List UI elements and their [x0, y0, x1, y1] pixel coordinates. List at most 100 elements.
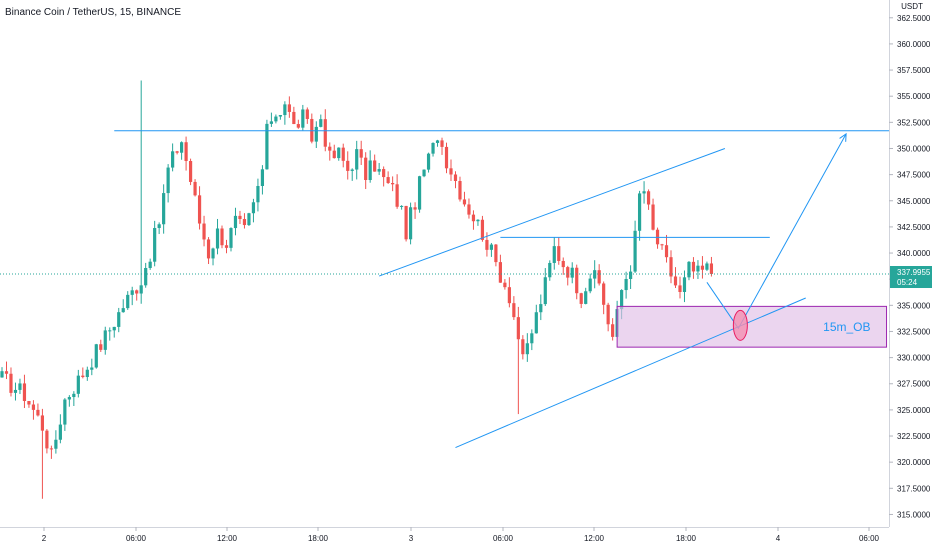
- candle-body: [31, 404, 36, 410]
- candle-body: [588, 278, 592, 292]
- candle-body: [629, 271, 633, 279]
- candle-body: [153, 227, 157, 262]
- target-marker: [732, 309, 748, 341]
- candle-body: [99, 344, 103, 350]
- candle-body: [117, 312, 121, 327]
- candle-body: [162, 193, 166, 225]
- candle-body: [108, 330, 112, 332]
- candle-body: [664, 245, 669, 258]
- candle-body: [548, 262, 552, 278]
- candle-body: [543, 277, 547, 305]
- candle-body: [355, 149, 359, 170]
- candle-body: [696, 265, 700, 272]
- candle-body: [112, 326, 116, 331]
- candle-body: [422, 169, 426, 177]
- candle-body: [301, 109, 305, 128]
- candle-body: [646, 191, 651, 205]
- candle-body: [18, 383, 22, 390]
- candle-body: [364, 157, 368, 180]
- candle-body: [570, 267, 574, 278]
- time-tick-label: 12:00: [217, 534, 238, 543]
- price-tick-label: 340.0000: [897, 249, 931, 258]
- candle-body: [215, 228, 220, 249]
- candle-body: [332, 150, 336, 159]
- candle-body: [503, 282, 507, 288]
- price-tick-label: 325.0000: [897, 406, 931, 415]
- candle-body: [660, 244, 664, 246]
- candle-body: [673, 276, 678, 286]
- candle-body: [229, 228, 233, 248]
- price-tick-label: 320.0000: [897, 458, 931, 467]
- candle-body: [539, 304, 543, 313]
- candle-body: [516, 317, 520, 340]
- candle-body: [395, 184, 399, 207]
- time-axis[interactable]: 2 06:00 12:00 18:00 3 06:00 12:00 18:00 4 06:00: [0, 527, 889, 543]
- candle-body: [525, 343, 529, 355]
- candle-body: [13, 389, 18, 393]
- projection-arrowhead: [839, 132, 847, 142]
- channel-trend-line: [378, 148, 726, 277]
- candle-body: [651, 204, 655, 230]
- candle-body: [417, 176, 422, 210]
- price-tick-label: 360.0000: [897, 40, 931, 49]
- candle-body: [602, 283, 606, 305]
- price-tick-label: 362.5000: [897, 14, 931, 23]
- candle-body: [408, 207, 413, 240]
- candle-body: [274, 116, 278, 122]
- candle-body: [296, 124, 300, 128]
- candle-body: [373, 160, 377, 172]
- candle-body: [534, 312, 538, 334]
- candle-body: [512, 303, 516, 318]
- candle-body: [328, 146, 332, 151]
- time-tick-label: 06:00: [126, 534, 147, 543]
- candle-body: [435, 140, 440, 143]
- projection-path: [706, 133, 847, 330]
- candle-body: [557, 246, 561, 261]
- candle-body: [283, 104, 287, 116]
- candle-body: [467, 204, 471, 215]
- candle-body: [90, 367, 94, 370]
- price-axis[interactable]: USDT 362.5000 360.0000 357.5000 355.0000 352.…: [889, 0, 932, 550]
- price-tick-label: 357.5000: [897, 66, 931, 75]
- order-block-label: 15m_OB: [823, 320, 870, 334]
- time-tick-label: 06:00: [493, 534, 514, 543]
- time-tick-label: 18:00: [308, 534, 329, 543]
- symbol-title: Binance Coin / TetherUS, 15, BINANCE: [5, 7, 182, 18]
- candle-body: [94, 344, 98, 368]
- candle-body: [319, 119, 323, 127]
- candle-body: [9, 373, 13, 393]
- candle-body: [382, 169, 386, 178]
- candle-body: [637, 193, 642, 231]
- candle-body: [471, 214, 476, 222]
- candle-body: [314, 126, 318, 142]
- countdown-label: 05:24: [897, 278, 918, 287]
- candle-body: [350, 169, 354, 171]
- candle-body: [480, 219, 485, 240]
- last-price-label: 337.9955: [897, 268, 931, 277]
- candle-body: [386, 177, 390, 184]
- candle-body: [171, 151, 175, 168]
- candle-body: [265, 123, 269, 170]
- candle-body: [561, 260, 565, 268]
- candle-body: [180, 142, 184, 153]
- price-tick-label: 317.5000: [897, 484, 931, 493]
- candle-body: [251, 202, 256, 214]
- candle-body: [507, 287, 511, 304]
- candle-body: [202, 223, 206, 240]
- candle-body: [633, 230, 637, 272]
- candle-body: [624, 278, 628, 291]
- candle-body: [58, 424, 62, 440]
- candle-body: [691, 261, 696, 272]
- candle-body: [709, 263, 714, 274]
- candle-body: [700, 265, 705, 270]
- candle-body: [184, 142, 188, 162]
- candle-body: [260, 169, 265, 186]
- price-axis-currency: USDT: [901, 2, 923, 11]
- candle-body: [682, 277, 687, 292]
- candle-body: [292, 111, 296, 125]
- time-tick-label: 06:00: [859, 534, 880, 543]
- candle-body: [377, 169, 381, 172]
- candle-body: [494, 244, 498, 263]
